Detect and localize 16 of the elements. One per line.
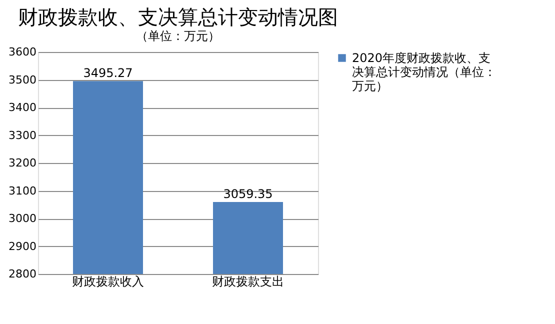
y-tick-label: 3400 [8, 101, 36, 114]
y-tick-label: 2800 [8, 268, 36, 280]
chart-title: 财政拨款收、支决算总计变动情况图 [18, 5, 338, 29]
y-tick-label: 3200 [8, 156, 36, 170]
x-tick-label: 财政拨款支出 [212, 274, 284, 288]
data-label: 3495.27 [83, 66, 133, 80]
y-tick-label: 3000 [8, 212, 36, 225]
y-tick-label: 3500 [8, 73, 36, 86]
chart-subtitle: （单位：万元） [136, 29, 220, 43]
y-tick-label: 3600 [8, 46, 36, 58]
y-tick-label: 3100 [8, 184, 36, 198]
y-tick-label: 3300 [8, 128, 36, 142]
data-label: 3059.35 [223, 187, 273, 202]
legend-label: 2020年度财政拨款收、支决算总计变动情况（单位：万元） [352, 51, 496, 93]
x-tick-label: 财政拨款收入 [72, 274, 144, 288]
y-tick-label: 2900 [8, 240, 36, 253]
